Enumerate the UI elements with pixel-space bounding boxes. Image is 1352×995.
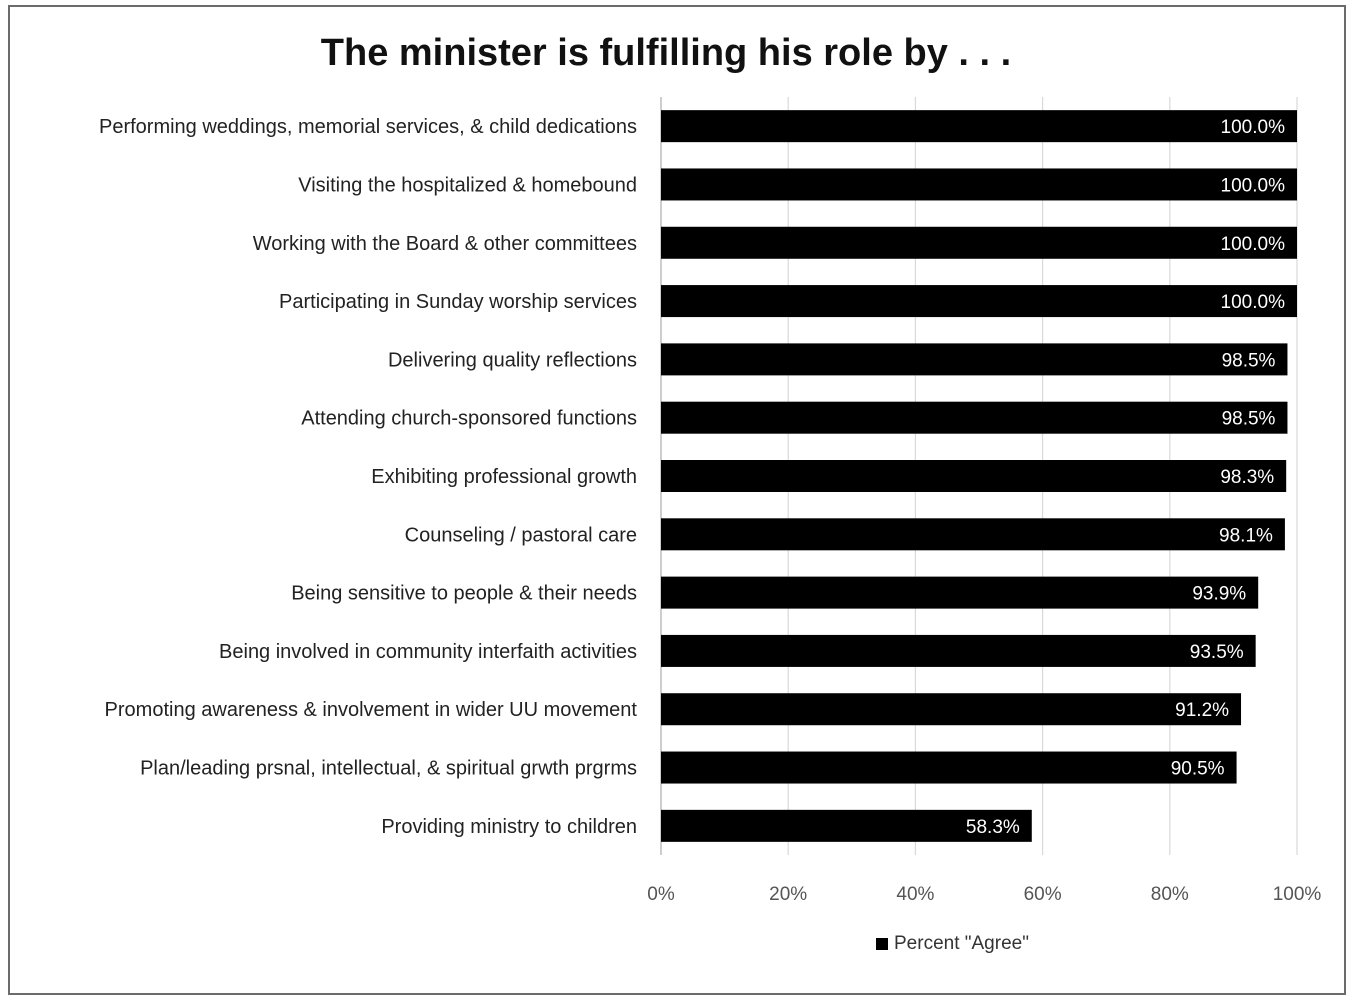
x-axis-ticks: 0% 20% 40% 60% 80% 100% <box>647 884 1321 905</box>
data-label: 91.2% <box>1175 700 1229 721</box>
data-label: 98.1% <box>1219 525 1273 546</box>
data-label: 58.3% <box>966 817 1020 838</box>
category-label: Participating in Sunday worship services <box>279 291 637 313</box>
category-label: Working with the Board & other committee… <box>253 233 637 255</box>
category-label: Performing weddings, memorial services, … <box>99 116 637 138</box>
tick-label: 80% <box>1151 884 1189 905</box>
category-label: Delivering quality reflections <box>388 349 637 371</box>
tick-label: 60% <box>1024 884 1062 905</box>
bar <box>661 460 1287 492</box>
tick-label: 0% <box>647 884 675 905</box>
bar <box>661 110 1297 143</box>
data-label: 100.0% <box>1221 234 1286 255</box>
bar <box>661 168 1297 201</box>
data-label: 100.0% <box>1221 175 1286 196</box>
tick-label: 20% <box>769 884 807 905</box>
bar <box>661 634 1256 667</box>
tick-label: 40% <box>896 884 934 905</box>
bar <box>661 518 1285 551</box>
category-labels: Performing weddings, memorial services, … <box>99 116 637 838</box>
data-label: 90.5% <box>1171 759 1225 780</box>
bar <box>661 693 1242 726</box>
legend-label: Percent "Agree" <box>894 933 1029 954</box>
data-label: 100.0% <box>1221 117 1286 138</box>
category-label: Providing ministry to children <box>381 816 637 838</box>
bar <box>661 751 1237 784</box>
bar <box>661 576 1259 609</box>
category-label: Being sensitive to people & their needs <box>291 583 637 605</box>
bar <box>661 343 1288 376</box>
category-label: Attending church-sponsored functions <box>301 408 637 430</box>
category-label: Being involved in community interfaith a… <box>219 641 637 663</box>
category-label: Promoting awareness & involvement in wid… <box>105 699 638 721</box>
category-label: Exhibiting professional growth <box>371 466 637 488</box>
tick-label: 100% <box>1273 884 1322 905</box>
data-label: 93.5% <box>1190 642 1244 663</box>
category-label: Visiting the hospitalized & homebound <box>298 174 637 196</box>
bar <box>661 285 1297 318</box>
chart-title: The minister is fulfilling his role by .… <box>320 32 1012 74</box>
data-label: 93.9% <box>1192 584 1246 605</box>
legend: Percent "Agree" <box>876 933 1029 955</box>
data-label: 98.3% <box>1220 467 1274 488</box>
bar <box>661 809 1032 842</box>
bar <box>661 226 1297 259</box>
data-label: 100.0% <box>1221 292 1286 313</box>
data-label: 98.5% <box>1222 409 1276 430</box>
bars: 100.0% 100.0% 100.0% 100.0% 98.5% 98.5% 98.3% 9… <box>661 110 1297 842</box>
legend-swatch <box>876 938 888 950</box>
category-label: Plan/leading prsnal, intellectual, & spi… <box>140 758 637 780</box>
bar <box>661 401 1288 434</box>
data-label: 98.5% <box>1222 350 1276 371</box>
category-label: Counseling / pastoral care <box>405 524 637 546</box>
